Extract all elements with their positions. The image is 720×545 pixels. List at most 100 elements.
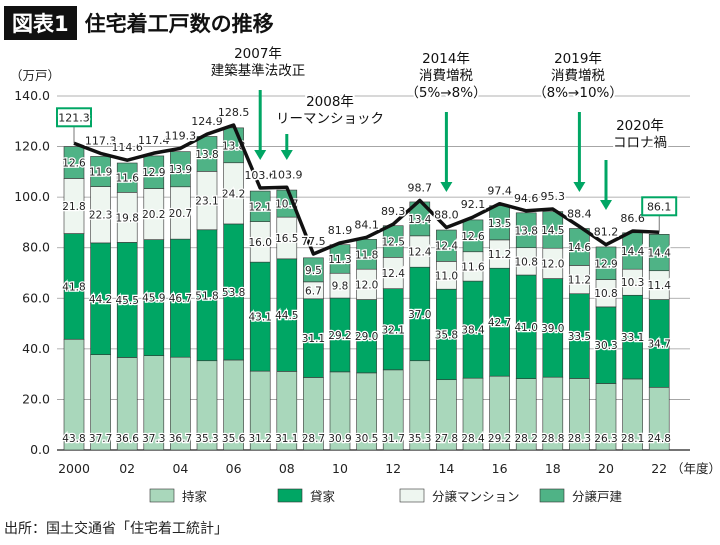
- arrow-down-icon: [440, 182, 453, 192]
- segment-value-label: 37.3: [142, 433, 165, 445]
- legend-label: 貸家: [310, 489, 336, 504]
- x-axis-label: （年度）: [671, 461, 720, 476]
- segment-value-label: 13.4: [408, 214, 432, 226]
- segment-value-label: 38.4: [461, 325, 485, 337]
- y-tick-label: 60.0: [22, 290, 50, 305]
- x-tick-label: 06: [226, 461, 242, 476]
- annotation-label: （5%→8%）: [405, 85, 486, 101]
- legend-label: 持家: [182, 489, 208, 504]
- total-value-label: 95.3: [541, 190, 566, 203]
- annotation-label: リーマンショック: [276, 111, 384, 127]
- annotation-label: 2020年: [616, 118, 664, 134]
- segment-value-label: 43.1: [249, 312, 272, 324]
- total-value-label: 114.6: [111, 141, 143, 154]
- segment-value-label: 46.7: [169, 293, 192, 305]
- total-value-label: 77.5: [301, 235, 326, 248]
- segment-value-label: 14.4: [621, 246, 645, 258]
- segment-value-label: 13.8: [515, 225, 538, 237]
- bar-segment-3: [542, 211, 564, 249]
- legend-swatch: [539, 488, 565, 503]
- segment-value-label: 11.9: [89, 166, 112, 178]
- segment-value-label: 41.0: [515, 322, 538, 334]
- bar-segment-3: [63, 146, 85, 179]
- segment-value-label: 10.3: [621, 277, 644, 289]
- x-tick-label: 20: [598, 461, 614, 476]
- total-value-label: 117.4: [138, 134, 170, 147]
- segment-value-label: 16.5: [275, 233, 298, 245]
- segment-value-label: 11.6: [116, 173, 140, 185]
- bar-segment-3: [436, 229, 457, 262]
- segment-value-label: 30.3: [594, 340, 617, 352]
- segment-value-label: 12.5: [382, 237, 405, 249]
- segment-value-label: 10.8: [515, 256, 538, 268]
- segment-value-label: 35.3: [195, 433, 218, 445]
- segment-value-label: 24.8: [648, 433, 671, 445]
- segment-value-label: 32.1: [382, 324, 405, 336]
- bar-segment-3: [143, 155, 165, 189]
- segment-value-label: 21.8: [62, 201, 85, 213]
- segment-value-label: 35.3: [408, 433, 431, 445]
- x-tick-label: 08: [279, 461, 295, 476]
- total-value-label: 119.3: [165, 129, 197, 142]
- x-tick-label: 16: [492, 461, 508, 476]
- segment-value-label: 19.8: [116, 212, 139, 224]
- total-line: [73, 123, 660, 256]
- arrow-down-icon: [573, 182, 586, 192]
- segment-value-label: 43.8: [62, 433, 85, 445]
- segment-value-label: 14.4: [648, 248, 672, 260]
- annotation-label: 2007年: [234, 46, 282, 62]
- legend-swatch: [277, 488, 303, 503]
- segment-value-label: 28.4: [461, 433, 485, 445]
- segment-value-label: 30.5: [355, 433, 378, 445]
- segment-value-label: 44.5: [275, 310, 298, 322]
- segment-value-label: 36.7: [169, 433, 192, 445]
- segment-value-label: 51.8: [195, 290, 218, 302]
- y-tick-label: 20.0: [22, 391, 50, 406]
- total-value-label: 94.6: [514, 192, 539, 205]
- total-value-label: 88.0: [434, 208, 459, 221]
- x-tick-label: 22: [651, 461, 667, 476]
- segment-value-label: 35.8: [435, 329, 458, 341]
- segment-value-label: 53.8: [222, 287, 245, 299]
- segment-value-label: 11.0: [435, 270, 458, 282]
- bar-segment-3: [648, 234, 670, 272]
- segment-value-label: 39.0: [541, 323, 564, 335]
- segment-value-label: 11.8: [355, 249, 378, 261]
- bar-segment-3: [462, 219, 484, 253]
- segment-value-label: 28.7: [302, 433, 325, 445]
- figure-badge: 図表1: [4, 6, 77, 40]
- annotation-label: 2019年: [554, 51, 602, 67]
- segment-value-label: 34.7: [648, 338, 671, 350]
- bar-segment-3: [489, 205, 510, 241]
- segment-value-label: 28.3: [568, 433, 591, 445]
- segment-value-label: 36.6: [116, 433, 140, 445]
- total-value-label: 88.4: [567, 207, 592, 220]
- segment-value-label: 20.2: [142, 209, 165, 221]
- segment-value-label: 23.1: [195, 196, 218, 208]
- x-tick-label: 02: [119, 461, 135, 476]
- segment-value-label: 12.4: [435, 241, 459, 253]
- total-value-label: 92.1: [461, 198, 486, 211]
- y-tick-label: 0.0: [30, 442, 50, 457]
- y-tick-label: 40.0: [22, 341, 50, 356]
- segment-value-label: 28.8: [541, 433, 564, 445]
- segment-value-label: 22.3: [89, 210, 112, 222]
- segment-value-label: 10.8: [594, 288, 617, 300]
- y-tick-label: 120.0: [14, 139, 50, 154]
- x-tick-label: 12: [385, 461, 401, 476]
- segment-value-label: 29.0: [355, 331, 378, 343]
- segment-value-label: 12.0: [355, 279, 378, 291]
- annotation-label: 建築基準法改正: [211, 62, 306, 79]
- arrow-down-icon: [254, 150, 267, 160]
- segment-value-label: 12.9: [594, 258, 617, 270]
- segment-value-label: 30.9: [328, 433, 351, 445]
- segment-value-label: 26.3: [594, 433, 617, 445]
- total-value-label: 103.6: [244, 169, 276, 182]
- segment-value-label: 12.0: [541, 258, 564, 270]
- segment-value-label: 29.2: [328, 330, 351, 342]
- segment-value-label: 28.2: [515, 433, 538, 445]
- segment-value-label: 12.1: [249, 201, 272, 213]
- bar-segment-3: [303, 257, 324, 283]
- y-axis-label: （万戸）: [10, 68, 60, 83]
